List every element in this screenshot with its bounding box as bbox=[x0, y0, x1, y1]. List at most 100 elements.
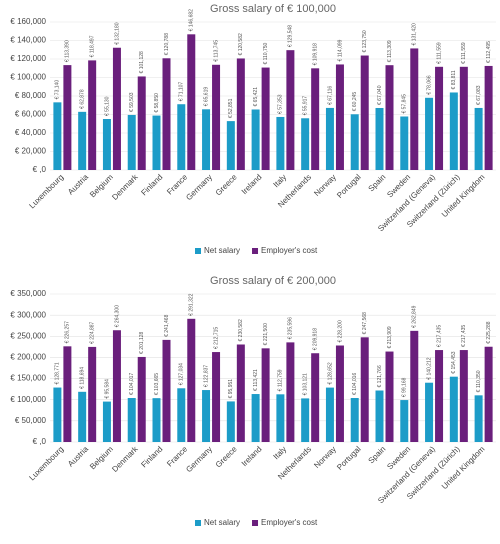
bar bbox=[449, 92, 458, 170]
bar bbox=[375, 390, 384, 442]
y-tick-label: € 160,000 bbox=[10, 17, 46, 26]
value-label: € 262,849 bbox=[412, 305, 418, 327]
x-tick-label: Norway bbox=[312, 445, 338, 471]
bar bbox=[212, 352, 221, 442]
y-tick-label: € 100,000 bbox=[10, 395, 46, 404]
value-label: € 201,128 bbox=[139, 331, 145, 353]
value-label: € 110,750 bbox=[263, 42, 269, 64]
y-tick-label: € 60,000 bbox=[15, 110, 47, 119]
value-label: € 225,288 bbox=[486, 321, 492, 343]
value-label: € 95,584 bbox=[104, 379, 110, 399]
bar bbox=[375, 107, 384, 170]
bar bbox=[102, 401, 111, 442]
bar bbox=[78, 391, 87, 442]
value-label: € 104,017 bbox=[129, 373, 135, 395]
bar bbox=[63, 346, 72, 442]
bar bbox=[152, 115, 161, 170]
value-label: € 57,353 bbox=[278, 94, 284, 114]
bar bbox=[261, 67, 270, 170]
value-label: € 104,016 bbox=[352, 373, 358, 395]
value-label: € 221,500 bbox=[263, 323, 269, 345]
value-label: € 103,665 bbox=[154, 373, 160, 395]
value-label: € 212,715 bbox=[213, 327, 219, 349]
bar bbox=[360, 337, 369, 442]
x-tick-label: Greece bbox=[214, 172, 239, 197]
value-label: € 224,887 bbox=[89, 321, 95, 343]
value-label: € 111,559 bbox=[461, 42, 467, 64]
bar bbox=[212, 64, 221, 170]
bar bbox=[137, 356, 146, 442]
legend-swatch bbox=[195, 520, 201, 526]
bar bbox=[127, 398, 136, 442]
bar bbox=[301, 398, 310, 442]
value-label: € 65,619 bbox=[203, 87, 209, 107]
value-label: € 99,168 bbox=[402, 377, 408, 397]
legend-label: Employer's cost bbox=[261, 246, 318, 255]
bar bbox=[202, 109, 211, 170]
value-label: € 55,130 bbox=[104, 96, 110, 116]
bar bbox=[385, 65, 394, 170]
bar bbox=[311, 68, 320, 170]
bar bbox=[236, 58, 245, 170]
bar bbox=[350, 114, 359, 170]
x-tick-label: Italy bbox=[272, 173, 289, 190]
bar bbox=[484, 65, 493, 170]
value-label: € 129,548 bbox=[288, 25, 294, 47]
value-label: € 113,745 bbox=[213, 40, 219, 62]
bar bbox=[459, 66, 468, 170]
bar bbox=[261, 348, 270, 442]
bar bbox=[276, 394, 285, 442]
chart-title: Gross salary of € 100,000 bbox=[210, 3, 336, 15]
value-label: € 128,771 bbox=[55, 362, 61, 384]
value-label: € 235,596 bbox=[288, 317, 294, 339]
bar bbox=[202, 390, 211, 442]
y-tick-label: € 350,000 bbox=[10, 289, 46, 298]
value-label: € 146,682 bbox=[189, 9, 195, 31]
bar bbox=[162, 58, 171, 170]
y-tick-label: € 150,000 bbox=[10, 374, 46, 383]
bar bbox=[410, 48, 419, 170]
bar bbox=[187, 318, 196, 442]
x-tick-label: Portugal bbox=[335, 172, 363, 200]
y-tick-label: € 300,000 bbox=[10, 310, 46, 319]
value-label: € 128,652 bbox=[327, 362, 333, 384]
value-label: € 55,917 bbox=[302, 96, 308, 116]
bar bbox=[410, 330, 419, 442]
x-tick-label: Ireland bbox=[240, 173, 264, 197]
value-label: € 71,107 bbox=[179, 82, 185, 102]
bar bbox=[78, 111, 87, 170]
bar bbox=[301, 118, 310, 170]
value-label: € 241,468 bbox=[164, 314, 170, 336]
bar bbox=[127, 114, 136, 170]
y-tick-label: € 40,000 bbox=[15, 128, 47, 137]
value-label: € 209,918 bbox=[312, 328, 318, 350]
bar bbox=[276, 116, 285, 170]
bar bbox=[53, 102, 62, 170]
value-label: € 140,212 bbox=[426, 357, 432, 379]
legend-label: Employer's cost bbox=[261, 518, 318, 527]
value-label: € 226,257 bbox=[65, 321, 71, 343]
bar bbox=[474, 107, 483, 170]
value-label: € 67,040 bbox=[377, 85, 383, 105]
value-label: € 264,300 bbox=[114, 305, 120, 327]
value-label: € 58,850 bbox=[154, 93, 160, 113]
value-label: € 113,309 bbox=[387, 40, 393, 62]
bar bbox=[102, 119, 111, 170]
value-label: € 217,435 bbox=[461, 325, 467, 347]
bar bbox=[425, 97, 434, 170]
legend-swatch bbox=[252, 520, 259, 526]
value-label: € 109,918 bbox=[312, 43, 318, 65]
y-tick-label: € 140,000 bbox=[10, 36, 46, 45]
x-tick-label: Ireland bbox=[240, 445, 264, 469]
value-label: € 230,582 bbox=[238, 319, 244, 341]
x-tick-label: Portugal bbox=[335, 444, 363, 472]
bar bbox=[53, 387, 62, 442]
x-tick-label: Norway bbox=[312, 173, 338, 199]
bar bbox=[226, 401, 235, 442]
value-label: € 62,878 bbox=[79, 89, 85, 109]
bar bbox=[63, 65, 72, 170]
bar bbox=[449, 376, 458, 442]
x-tick-label: Denmark bbox=[110, 172, 140, 202]
